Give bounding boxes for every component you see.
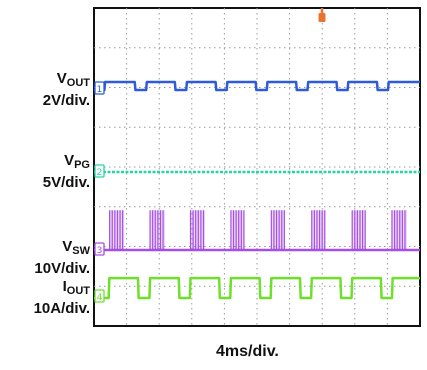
label-vsw-sub: SW	[72, 245, 90, 257]
x-axis-label: 4ms/div.	[216, 343, 279, 360]
channel-marker-vout: 1	[94, 81, 105, 95]
trace-vout	[94, 80, 420, 92]
channel-markers: 1 2 3 4	[94, 81, 105, 303]
label-vsw-scale: 10V/div.	[34, 260, 90, 277]
label-vout-main: V	[56, 70, 67, 87]
label-vpg-sub: PG	[74, 159, 90, 171]
vsw-burst	[109, 210, 124, 250]
label-iout-main: I	[62, 278, 67, 295]
channel-marker-vpg: 2	[94, 164, 105, 178]
grid	[94, 8, 420, 326]
traces	[94, 80, 420, 300]
channel-marker-vsw: 3	[94, 242, 105, 256]
trigger-marker	[318, 8, 326, 22]
vsw-burst	[270, 210, 285, 250]
channel-number-iout: 4	[97, 293, 103, 303]
vsw-burst	[230, 210, 245, 250]
vsw-burst	[149, 210, 166, 250]
vsw-burst	[189, 210, 205, 250]
label-vout-sub: OUT	[66, 77, 90, 89]
channel-number-vpg: 2	[97, 168, 103, 178]
label-vout-scale: 2V/div.	[42, 92, 90, 109]
label-vout: VOUT 2V/div.	[8, 70, 90, 109]
channel-number-vsw: 3	[97, 246, 103, 256]
label-vpg-scale: 5V/div.	[42, 174, 90, 191]
label-iout-sub: OUT	[66, 285, 90, 297]
channel-number-vout: 1	[97, 85, 103, 95]
vsw-burst	[391, 210, 407, 250]
channel-marker-iout: 4	[94, 289, 105, 303]
label-iout: IOUT 10A/div.	[8, 278, 90, 317]
vsw-burst	[351, 210, 366, 250]
label-vsw: VSW 10V/div.	[8, 238, 90, 277]
label-vpg: VPG 5V/div.	[8, 152, 90, 191]
vsw-burst	[311, 210, 326, 250]
label-vsw-main: V	[62, 238, 73, 255]
label-vpg-main: V	[64, 152, 75, 169]
trace-iout	[94, 276, 420, 300]
label-iout-scale: 10A/div.	[33, 300, 90, 317]
